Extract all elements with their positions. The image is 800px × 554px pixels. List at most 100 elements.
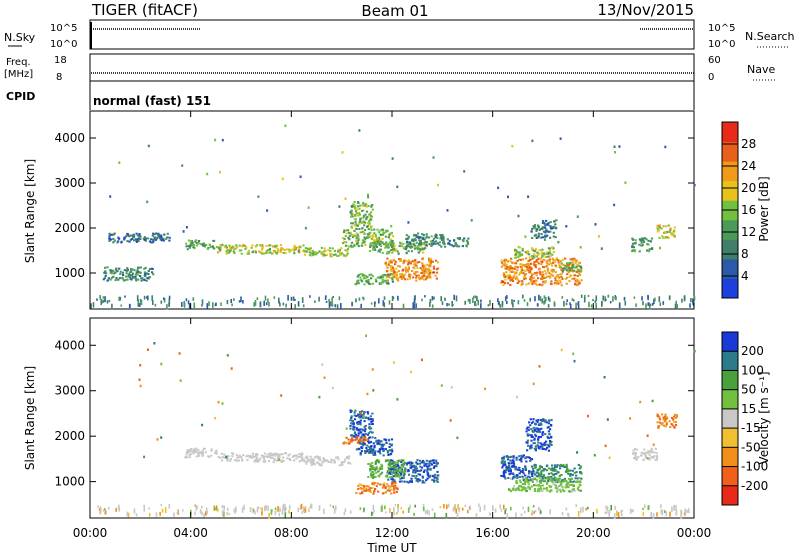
power-cell xyxy=(578,272,581,275)
velocity-cell xyxy=(389,485,392,488)
power-cell xyxy=(355,232,358,235)
velocity-noise-cell xyxy=(371,511,373,517)
velocity-cell xyxy=(403,480,406,483)
velocity-cell xyxy=(380,471,384,474)
power-noise-cell xyxy=(188,303,191,309)
power-cell xyxy=(569,261,572,264)
velocity-cell xyxy=(541,490,544,492)
power-cell xyxy=(661,235,664,237)
velocity-cell xyxy=(550,472,553,475)
power-cell xyxy=(377,237,381,240)
power-cell xyxy=(561,258,564,261)
velocity-cell xyxy=(512,455,515,458)
power-cell xyxy=(411,270,414,272)
velocity-cell xyxy=(372,476,375,479)
velocity-cell xyxy=(242,454,245,457)
velocity-cell xyxy=(312,461,315,464)
velocity-noise-cell xyxy=(631,509,633,513)
power-cell xyxy=(633,250,636,253)
power-cell xyxy=(109,271,112,274)
velocity-cell xyxy=(377,474,380,477)
velocity-noise-cell xyxy=(647,505,650,511)
velocity-noise-cell xyxy=(440,384,443,387)
power-noise-cell xyxy=(635,303,637,307)
velocity-cell xyxy=(559,467,562,470)
power-cell xyxy=(552,261,555,264)
velocity-cell xyxy=(647,450,650,453)
power-noise-cell xyxy=(557,240,560,244)
power-cell xyxy=(554,275,558,278)
power-cell xyxy=(558,261,561,264)
power-noise-cell xyxy=(467,299,470,302)
velocity-cell xyxy=(419,465,422,468)
power-cell xyxy=(500,265,503,268)
power-cell xyxy=(366,225,369,228)
velocity-cell xyxy=(376,467,379,470)
velocity-noise-cell xyxy=(303,506,305,511)
power-cell xyxy=(356,213,360,216)
velocity-cell xyxy=(540,479,543,482)
velocity-cell xyxy=(310,464,313,466)
velocity-cell xyxy=(250,456,254,459)
power-cell xyxy=(396,250,399,253)
velocity-cell xyxy=(232,452,235,455)
velocity-cell xyxy=(571,488,574,491)
power-cell xyxy=(254,251,257,254)
power-cell xyxy=(456,244,459,247)
power-cell xyxy=(137,240,140,243)
power-cell xyxy=(571,261,574,264)
velocity-cell xyxy=(398,459,401,462)
power-cell xyxy=(546,252,550,255)
power-cell xyxy=(134,275,137,278)
power-noise-cell xyxy=(592,299,594,302)
power-cell xyxy=(110,276,114,279)
power-cell xyxy=(552,269,556,272)
power-cell xyxy=(407,237,410,240)
velocity-cell xyxy=(197,453,200,456)
power-cell xyxy=(381,233,385,236)
velocity-noise-cell xyxy=(178,352,181,355)
power-cell xyxy=(219,247,222,250)
power-cell xyxy=(120,241,123,244)
velocity-cell xyxy=(545,481,549,484)
velocity-cell xyxy=(359,492,362,495)
power-cell xyxy=(434,240,438,243)
velocity-cell xyxy=(505,469,508,472)
velocity-noise-cell xyxy=(603,376,606,379)
power-cell xyxy=(345,232,348,235)
velocity-cell xyxy=(435,462,438,465)
power-noise-cell xyxy=(168,298,171,304)
velocity-cell xyxy=(557,477,560,480)
velocity-noise-cell xyxy=(318,395,321,399)
power-cell xyxy=(400,275,403,278)
velocity-cell xyxy=(368,423,371,426)
velocity-noise-cell xyxy=(660,504,662,508)
velocity-cell xyxy=(527,456,530,459)
power-cell xyxy=(359,217,362,220)
velocity-cell xyxy=(550,440,553,443)
power-noise-cell xyxy=(561,296,564,299)
velocity-cell xyxy=(547,430,550,433)
velocity-colorbar-tick-label: -15 xyxy=(741,421,761,435)
velocity-cell xyxy=(248,456,251,459)
velocity-cell xyxy=(544,440,548,443)
power-cell xyxy=(354,204,357,207)
power-cell xyxy=(413,247,417,250)
power-cell xyxy=(534,255,537,257)
velocity-cell xyxy=(664,418,667,420)
velocity-cell xyxy=(558,475,561,477)
power-cell xyxy=(556,281,559,283)
velocity-patch xyxy=(184,447,218,459)
velocity-cell xyxy=(398,480,402,483)
velocity-cell xyxy=(416,462,419,465)
velocity-noise-cell xyxy=(138,378,141,381)
velocity-cell xyxy=(220,459,224,462)
power-cell xyxy=(533,227,536,230)
velocity-noise-cell xyxy=(98,508,101,511)
velocity-cell xyxy=(356,441,359,444)
power-noise-cell xyxy=(146,200,149,204)
power-noise-cell xyxy=(543,295,546,299)
velocity-cell xyxy=(423,462,426,465)
velocity-ytick-label: 4000 xyxy=(54,338,85,352)
velocity-noise-cell xyxy=(606,418,609,421)
